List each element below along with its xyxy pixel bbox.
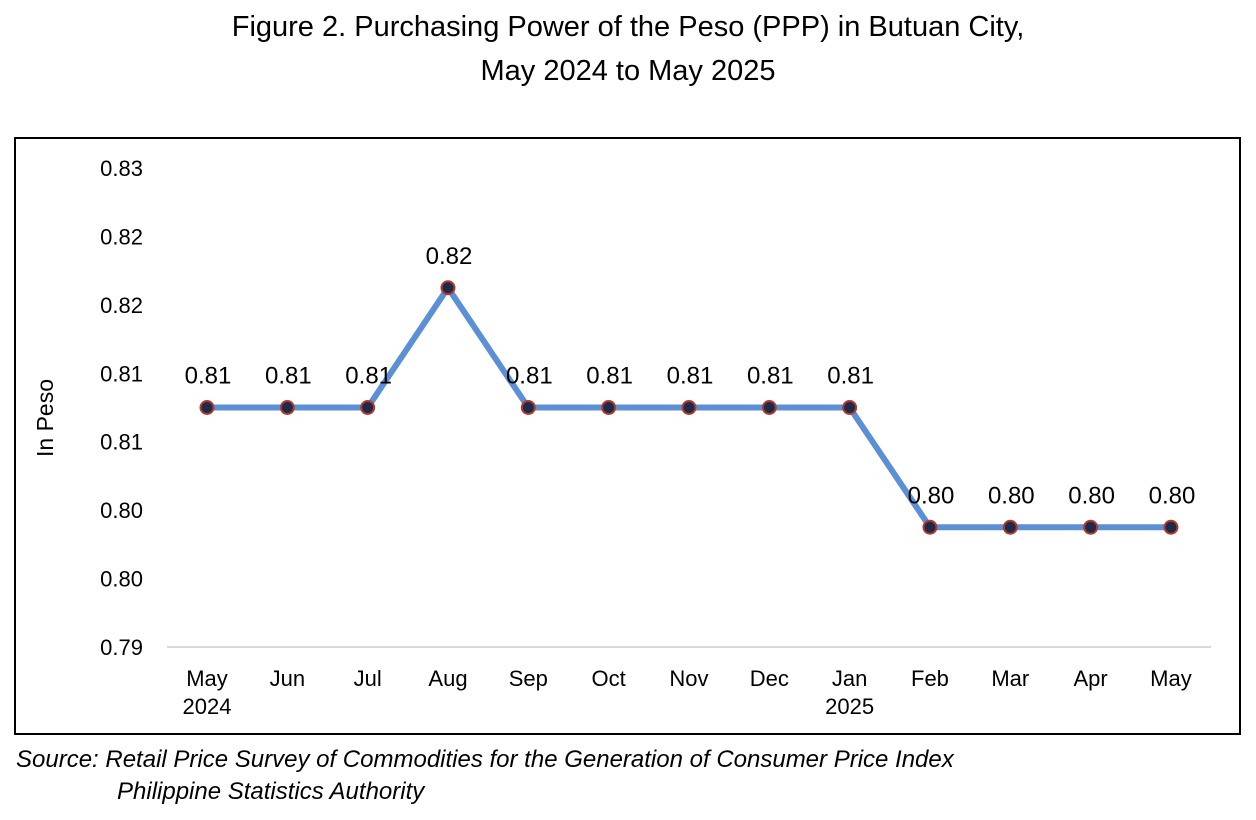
chart-frame (14, 137, 1241, 735)
data-label: 0.80 (988, 482, 1035, 509)
source-agency: Philippine Statistics Authority (117, 778, 425, 805)
chart-title: Figure 2. Purchasing Power of the Peso (… (231, 11, 1025, 43)
x-tick-label: Nov (669, 666, 708, 691)
data-point (440, 280, 456, 296)
chart-subtitle: May 2024 to May 2025 (480, 55, 776, 87)
data-label: 0.80 (1068, 482, 1115, 509)
x-tick-label: Sep (509, 666, 548, 691)
data-point (842, 400, 858, 415)
x-tick-label: May (186, 666, 228, 691)
x-tick-label: Dec (750, 666, 789, 691)
data-point (681, 400, 697, 415)
data-point (360, 400, 376, 415)
x-tick-label: Oct (592, 666, 626, 691)
data-point (1083, 519, 1099, 535)
data-markers (199, 280, 1179, 535)
y-tick-label: 0.82 (100, 293, 143, 318)
x-tick-year-label: 2024 (183, 694, 232, 719)
x-tick-label: Mar (991, 666, 1029, 691)
y-tick-label: 0.80 (100, 498, 143, 523)
x-tick-label: Jun (270, 666, 305, 691)
data-label: 0.80 (1149, 482, 1196, 509)
x-tick-label: Feb (911, 666, 949, 691)
x-tick-label: Jan (832, 666, 867, 691)
data-point (761, 400, 777, 415)
x-tick-label: Jul (354, 666, 382, 691)
x-tick-label: May (1150, 666, 1192, 691)
data-label: 0.81 (667, 363, 714, 390)
y-axis-label: In Peso (32, 379, 58, 457)
data-label: 0.81 (747, 363, 794, 390)
y-tick-label: 0.81 (100, 430, 143, 455)
data-label: 0.81 (586, 363, 633, 390)
data-label: 0.81 (265, 363, 312, 390)
data-label: 0.82 (426, 243, 473, 270)
y-tick-label: 0.79 (100, 635, 143, 660)
y-tick-label: 0.82 (100, 224, 143, 249)
data-point (279, 400, 295, 415)
y-tick-label: 0.81 (100, 361, 143, 386)
data-point (1002, 519, 1018, 535)
data-point (1163, 519, 1179, 535)
data-label: 0.81 (185, 363, 232, 390)
x-tick-label: Apr (1074, 666, 1108, 691)
x-tick-labels: May 2024 Jun Jul Aug Sep Oct Nov Dec Jan 2025 Feb Ma… (183, 666, 1192, 719)
source-note: Source: Retail Price Survey of Commoditi… (16, 746, 954, 773)
y-tick-label: 0.83 (100, 156, 143, 181)
data-point (520, 400, 536, 415)
data-point (601, 400, 617, 415)
data-label: 0.81 (345, 363, 392, 390)
data-label: 0.81 (506, 363, 553, 390)
data-label: 0.81 (827, 363, 874, 390)
data-labels: 0.81 0.81 0.81 0.82 0.81 0.81 0.81 0.81 0.81 0.80… (185, 243, 1196, 510)
y-tick-labels: 0.79 0.80 0.80 0.81 0.81 0.82 0.82 0.83 (100, 156, 143, 660)
data-point (922, 519, 938, 535)
x-tick-year-label: 2025 (825, 694, 874, 719)
data-point (199, 400, 215, 415)
x-tick-label: Aug (428, 666, 467, 691)
data-label: 0.80 (908, 482, 955, 509)
y-tick-label: 0.80 (100, 567, 143, 592)
